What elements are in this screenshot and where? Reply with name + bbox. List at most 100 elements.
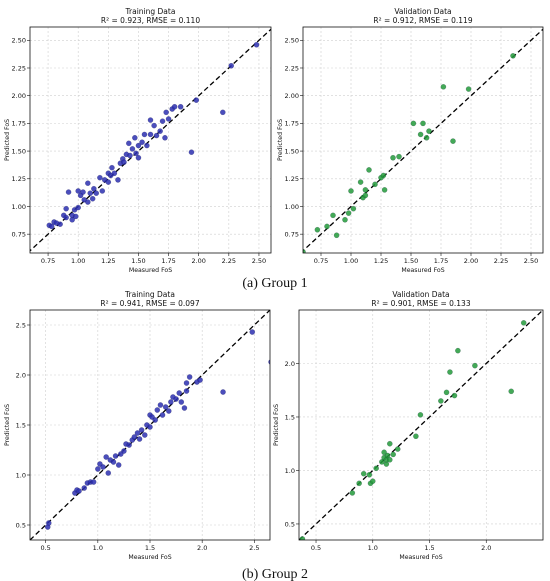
data-point xyxy=(249,329,256,335)
x-tick-label: 2.00 xyxy=(191,257,205,265)
data-point xyxy=(362,192,369,199)
x-tick-label: 1.5 xyxy=(145,544,155,552)
data-point xyxy=(159,412,166,418)
y-tick-label: 1.25 xyxy=(12,175,26,183)
data-point xyxy=(384,452,391,459)
data-point xyxy=(63,214,69,221)
data-point xyxy=(115,177,121,183)
data-point xyxy=(80,189,86,195)
data-point xyxy=(115,462,122,468)
data-point xyxy=(100,464,106,470)
chart-subtitle-metrics: R² = 0.941, RMSE = 0.097 xyxy=(100,299,199,308)
y-axis-label: Predicted FoS xyxy=(273,404,280,446)
data-point xyxy=(75,204,81,211)
data-point xyxy=(103,454,109,460)
data-point xyxy=(46,520,52,526)
data-point xyxy=(193,97,200,103)
data-point xyxy=(333,232,340,239)
data-point xyxy=(153,132,160,139)
data-point xyxy=(520,320,527,326)
x-tick-label: 2.50 xyxy=(252,257,266,265)
data-point xyxy=(48,223,55,230)
chart-subtitle-metrics: R² = 0.923, RMSE = 0.110 xyxy=(101,16,200,25)
plot-area xyxy=(30,310,270,540)
data-point xyxy=(132,135,138,141)
data-point xyxy=(447,369,453,375)
data-point xyxy=(173,396,179,402)
y-tick-label: 0.75 xyxy=(12,230,26,238)
data-point xyxy=(314,226,321,233)
data-point xyxy=(139,139,145,145)
data-point xyxy=(396,153,402,160)
x-tick-label: 1.25 xyxy=(374,257,388,265)
data-point xyxy=(465,86,472,92)
y-tick-label: 0.5 xyxy=(16,521,26,529)
data-point xyxy=(134,430,141,436)
data-point xyxy=(390,451,396,458)
y-tick-label: 1.75 xyxy=(12,120,26,128)
data-point xyxy=(133,150,139,157)
data-point xyxy=(154,407,161,413)
chart-title: Validation Data xyxy=(394,7,451,16)
data-point xyxy=(342,217,348,223)
data-point xyxy=(157,128,163,134)
data-point xyxy=(126,442,132,448)
data-point xyxy=(152,417,158,423)
data-point xyxy=(65,189,72,195)
data-point xyxy=(165,116,172,122)
chart-panel-3: 0.5 1.0 1.5 2.0 2.5 0.5 1.0 1.5 2.0 2.5 Training D… xyxy=(4,290,271,561)
data-point xyxy=(381,449,387,456)
data-point xyxy=(410,120,417,127)
x-axis-label: Measured FoS xyxy=(399,554,442,561)
data-point xyxy=(508,388,514,395)
x-tick-label: 1.00 xyxy=(344,257,358,265)
data-point xyxy=(105,470,112,476)
data-point xyxy=(135,142,142,149)
reference-line-y-equals-x xyxy=(299,310,543,540)
y-tick-label: 2.0 xyxy=(16,371,26,379)
data-point xyxy=(417,131,424,138)
data-point xyxy=(188,149,195,155)
data-point xyxy=(417,412,424,418)
data-point xyxy=(142,432,148,438)
data-point xyxy=(162,404,169,410)
x-tick-label: 1.00 xyxy=(71,257,85,265)
x-axis-label: Measured FoS xyxy=(401,267,444,274)
plot-area xyxy=(299,310,543,540)
caption-group-2: (b) Group 2 xyxy=(242,567,308,581)
data-point xyxy=(135,154,142,161)
data-point xyxy=(144,142,150,149)
data-point xyxy=(366,167,372,173)
data-point xyxy=(426,128,432,134)
data-point xyxy=(73,213,79,220)
x-axis-label: Measured FoS xyxy=(129,267,172,274)
reference-line-y-equals-x xyxy=(303,28,543,252)
x-tick-label: 1.75 xyxy=(434,257,448,265)
y-tick-label: 2.50 xyxy=(12,37,26,45)
y-tick-label: 1.5 xyxy=(16,421,26,429)
y-tick-label: 1.00 xyxy=(12,203,26,211)
data-point xyxy=(112,453,119,459)
data-point xyxy=(380,172,387,179)
x-tick-label: 2.0 xyxy=(197,544,207,552)
data-point xyxy=(157,402,164,408)
data-point xyxy=(330,212,336,219)
chart-title: Training Data xyxy=(124,290,175,299)
chart-panel-1: 0.75 1.00 1.25 1.50 1.75 2.00 2.25 2.50 0.75 1.00… xyxy=(4,7,272,274)
data-point xyxy=(413,433,419,439)
x-tick-label: 1.50 xyxy=(404,257,418,265)
y-tick-label: 1.5 xyxy=(285,413,295,421)
data-point xyxy=(370,478,376,484)
data-point xyxy=(97,174,103,181)
data-point xyxy=(356,480,362,487)
x-tick-label: 0.5 xyxy=(40,544,50,552)
chart-panel-4: 0.5 1.0 1.5 2.0 0.5 1.0 1.5 2.0 Validation DataR… xyxy=(273,290,544,561)
data-point xyxy=(147,117,154,123)
x-tick-label: 0.75 xyxy=(41,257,55,265)
x-tick-label: 2.0 xyxy=(481,544,491,552)
data-point xyxy=(93,190,100,196)
x-tick-label: 1.25 xyxy=(101,257,115,265)
data-point xyxy=(89,195,96,202)
data-point xyxy=(443,389,450,396)
x-tick-label: 2.5 xyxy=(249,544,259,552)
